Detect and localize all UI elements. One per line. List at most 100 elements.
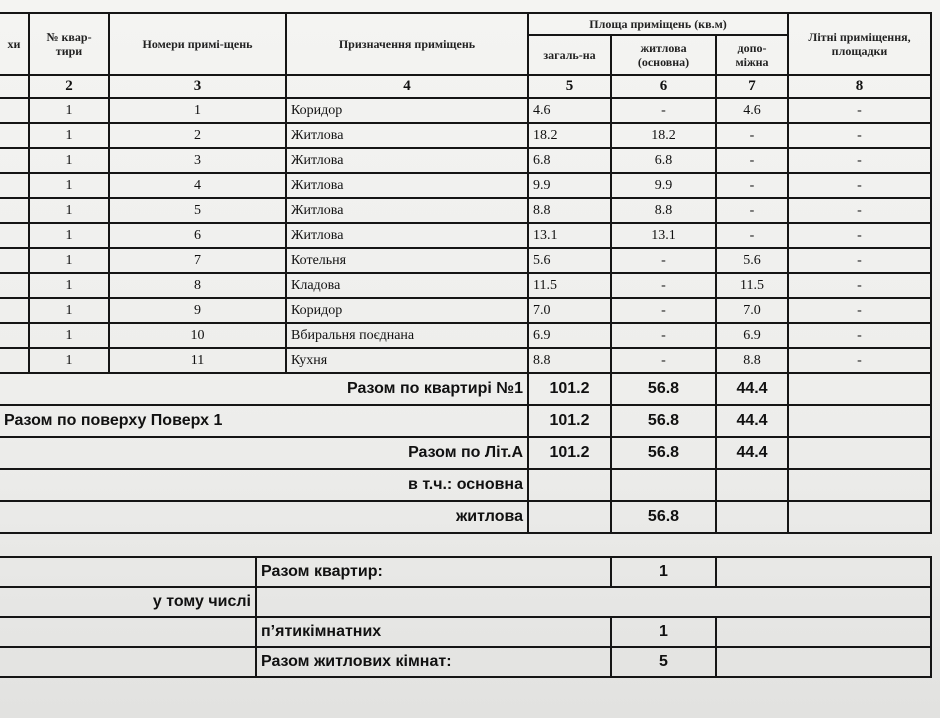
apartment-number: 1: [28, 172, 110, 199]
summer-area: [787, 436, 933, 470]
room-purpose: Вбиральня поєднана: [285, 322, 529, 349]
column-number: 4: [285, 74, 529, 99]
living-area: 56.8: [610, 436, 717, 470]
summer-area: -: [787, 272, 933, 299]
row-edge-cell: [0, 322, 30, 349]
living-area: 56.8: [610, 500, 717, 534]
header-total: загаль-на: [527, 34, 612, 76]
row-edge-cell: [0, 197, 30, 224]
table-row: 1 8 Кладова 11.5-11.5-: [0, 272, 933, 299]
summer-area: -: [787, 122, 933, 149]
room-number: 11: [108, 347, 287, 374]
table-row: 1 4 Житлова 9.9 9.9- -: [0, 172, 933, 199]
living-area: 56.8: [610, 372, 717, 406]
living-area: -: [610, 322, 717, 349]
auxiliary-area: 8.8: [714, 347, 790, 374]
summer-area: -: [787, 197, 933, 224]
room-number: 1: [108, 97, 287, 124]
row-edge-cell: [0, 122, 30, 149]
row-edge-cell: [0, 147, 30, 174]
total-row-incl-living: житлова 56.8: [0, 500, 933, 534]
apartment-number: 1: [28, 222, 110, 249]
room-purpose: Кухня: [285, 347, 529, 374]
living-area: -: [610, 272, 717, 299]
row-edge-cell: [0, 247, 30, 274]
living-area: 13.1: [610, 222, 717, 249]
apartments-value: 1: [610, 556, 717, 588]
living-rooms-value: 5: [610, 646, 717, 678]
total-area: 4.6: [527, 97, 612, 124]
header-room-no: Номери примі-щень: [108, 12, 287, 76]
total-area: 9.9: [527, 172, 612, 199]
table-row: 1 5 Житлова 8.8 8.8- -: [0, 197, 933, 224]
room-purpose: Кладова: [285, 272, 529, 299]
living-rooms-label: Разом житлових кімнат:: [255, 646, 612, 678]
room-number: 6: [108, 222, 287, 249]
total-area: 13.1: [527, 222, 612, 249]
total-label: житлова: [0, 500, 529, 534]
summer-area: -: [787, 322, 933, 349]
five-room-label: п’ятикімнатних: [255, 616, 612, 648]
header-area-group: Площа приміщень (кв.м): [526, 12, 790, 36]
total-label: в т.ч.: основна: [0, 468, 529, 502]
auxiliary-area: -: [714, 222, 790, 249]
table-row: 1 9 Коридор 7.0-7.0-: [0, 297, 933, 324]
total-area: 5.6: [527, 247, 612, 274]
total-label: Разом по поверху Поверх 1: [0, 404, 529, 438]
column-number: 5: [527, 74, 612, 99]
header-apartment-no: № квар-тири: [28, 12, 110, 76]
auxiliary-area: 6.9: [714, 322, 790, 349]
row-edge-cell: [0, 97, 30, 124]
total-row-apartment: Разом по квартирі №1 101.2 56.8 44.4: [0, 372, 933, 406]
total-area: 6.8: [527, 147, 612, 174]
total-area: 101.2: [527, 404, 612, 438]
room-purpose: Житлова: [285, 197, 529, 224]
summer-area: -: [787, 222, 933, 249]
apartment-number: 1: [28, 147, 110, 174]
room-purpose: Житлова: [285, 122, 529, 149]
column-number: 2: [28, 74, 110, 99]
apartment-number: 1: [28, 322, 110, 349]
apartment-number: 1: [28, 97, 110, 124]
table-row: 1 11 Кухня 8.8-8.8-: [0, 347, 933, 374]
total-area: 18.2: [527, 122, 612, 149]
living-area: -: [610, 347, 717, 374]
column-number: 7: [714, 74, 790, 99]
total-area: 7.0: [527, 297, 612, 324]
row-edge-cell: [0, 347, 30, 374]
summer-area: -: [787, 347, 933, 374]
total-area: 8.8: [527, 197, 612, 224]
living-area: 9.9: [610, 172, 717, 199]
room-number: 8: [108, 272, 287, 299]
table-row: 1 6 Житлова 13.1 13.1- -: [0, 222, 933, 249]
summer-area: -: [787, 297, 933, 324]
auxiliary-area: [714, 500, 790, 534]
summary-living-rooms-row: Разом житлових кімнат: 5: [0, 646, 932, 678]
auxiliary-area: 4.6: [714, 97, 790, 124]
summer-area: [787, 468, 933, 502]
auxiliary-area: 7.0: [714, 297, 790, 324]
total-label: Разом по квартирі №1: [0, 372, 529, 406]
living-area: 56.8: [610, 404, 717, 438]
row-edge-cell: [0, 272, 30, 299]
total-label: Разом по Літ.А: [0, 436, 529, 470]
summer-area: -: [787, 147, 933, 174]
room-purpose: Коридор: [285, 297, 529, 324]
living-area: 18.2: [610, 122, 717, 149]
summary-five-room-row: п’ятикімнатних 1: [0, 616, 932, 648]
table-row: 1 3 Житлова 6.8 6.8- -: [0, 147, 933, 174]
room-number: 7: [108, 247, 287, 274]
living-area: 8.8: [610, 197, 717, 224]
summer-area: [787, 500, 933, 534]
header-summer: Літні приміщення, площадки: [787, 12, 933, 76]
room-number: 2: [108, 122, 287, 149]
total-area: 11.5: [527, 272, 612, 299]
column-number: 8: [787, 74, 933, 99]
auxiliary-area: 44.4: [714, 404, 790, 438]
summer-area: [787, 372, 933, 406]
header-living: житлова (основна): [610, 34, 717, 76]
auxiliary-area: [714, 468, 790, 502]
room-purpose: Котельня: [285, 247, 529, 274]
auxiliary-area: 44.4: [714, 372, 790, 406]
